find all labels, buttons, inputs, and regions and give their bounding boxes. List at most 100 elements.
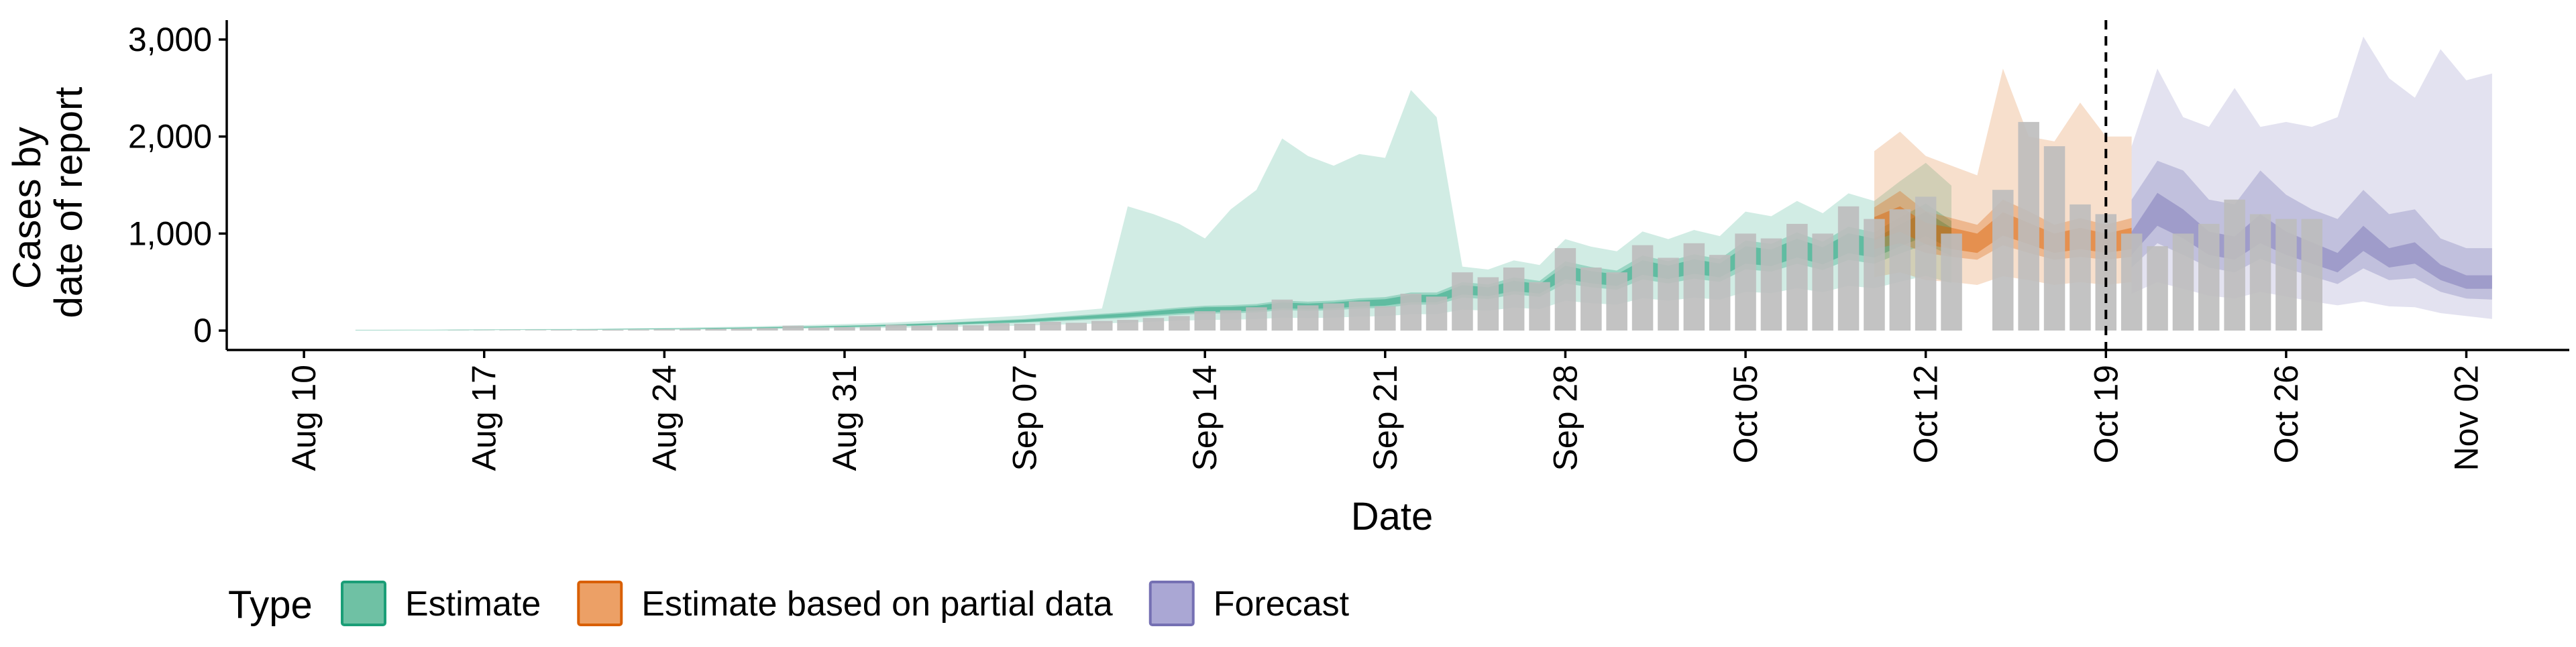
bar xyxy=(1503,268,1525,331)
y-tick-label: 3,000 xyxy=(128,21,212,58)
bar xyxy=(1864,219,1885,331)
bar xyxy=(1195,311,1216,331)
x-tick-label: Aug 17 xyxy=(466,365,503,471)
x-tick-label: Oct 12 xyxy=(1907,365,1945,463)
y-axis-title-line-2: date of report xyxy=(47,87,91,318)
bar xyxy=(1555,248,1576,331)
legend-label-2: Forecast xyxy=(1214,585,1350,624)
x-tick-label: Aug 31 xyxy=(826,365,863,471)
x-tick-label: Sep 07 xyxy=(1006,365,1044,471)
bar xyxy=(989,323,1010,331)
bar xyxy=(885,325,907,331)
bar xyxy=(937,325,959,331)
bar xyxy=(1812,233,1833,331)
x-tick-label: Oct 19 xyxy=(2087,365,2125,463)
bar xyxy=(757,328,778,331)
x-tick-label: Aug 24 xyxy=(645,365,683,471)
bar xyxy=(551,330,572,331)
bar xyxy=(1014,324,1036,331)
x-tick-label: Aug 10 xyxy=(285,365,323,471)
bar xyxy=(1323,304,1344,331)
bar xyxy=(577,330,598,331)
uncertainty-bands xyxy=(356,37,2492,331)
bar xyxy=(2198,224,2220,331)
bar xyxy=(525,330,547,331)
y-tick-label: 1,000 xyxy=(128,215,212,252)
bar xyxy=(1169,316,1190,331)
x-tick-label: Nov 02 xyxy=(2448,365,2485,471)
bar xyxy=(1401,294,1422,331)
bar xyxy=(602,330,624,331)
bar xyxy=(1040,322,1061,331)
legend-key-1 xyxy=(578,582,621,625)
bar xyxy=(1066,323,1087,331)
bar xyxy=(1426,296,1448,331)
bar xyxy=(1941,233,1962,331)
bar xyxy=(2250,214,2271,331)
legend-title: Type xyxy=(228,583,313,627)
bar xyxy=(2275,219,2297,331)
bar xyxy=(1478,278,1499,331)
bar xyxy=(1606,272,1627,331)
bar xyxy=(1580,268,1602,331)
bar xyxy=(1529,282,1550,331)
bar xyxy=(911,326,932,331)
bar xyxy=(1709,255,1731,331)
bar xyxy=(2121,233,2143,331)
y-tick-label: 2,000 xyxy=(128,118,212,156)
bar xyxy=(1297,305,1319,331)
x-axis-title: Date xyxy=(1351,495,1434,538)
bar xyxy=(808,328,830,331)
y-tick-label: 0 xyxy=(193,312,212,349)
y-axis-title-line-1: Cases by xyxy=(5,127,49,289)
bar xyxy=(2070,204,2091,331)
bar xyxy=(1143,318,1165,331)
bar xyxy=(731,329,753,331)
bar xyxy=(1375,306,1396,331)
bar xyxy=(860,327,881,331)
bar xyxy=(2302,219,2323,331)
bar xyxy=(1658,258,1679,331)
legend: Type Estimate Estimate based on partial d… xyxy=(228,582,1350,627)
x-tick-label: Oct 26 xyxy=(2267,365,2305,463)
bar xyxy=(2018,122,2039,331)
bar xyxy=(1117,320,1138,331)
y-axis-title: Cases by date of report xyxy=(5,87,91,318)
bar xyxy=(680,329,701,331)
x-tick-label: Sep 14 xyxy=(1186,365,1224,471)
bar xyxy=(783,326,804,331)
bar xyxy=(1992,190,2014,331)
bar xyxy=(1272,300,1293,331)
bar xyxy=(1915,196,1937,331)
legend-label-1: Estimate based on partial data xyxy=(641,585,1113,624)
bar xyxy=(1220,310,1242,331)
bar xyxy=(1452,272,1473,331)
bar xyxy=(705,329,727,331)
bar xyxy=(1684,243,1705,331)
bar xyxy=(2224,200,2245,331)
bar xyxy=(628,330,649,331)
bar xyxy=(1761,239,1782,331)
bar xyxy=(1890,209,1911,331)
bar xyxy=(834,327,855,331)
bar xyxy=(654,329,676,331)
bar xyxy=(1735,233,1756,331)
bar xyxy=(2044,146,2065,331)
bar xyxy=(1246,307,1267,331)
bar xyxy=(1091,321,1113,331)
bar xyxy=(2147,246,2168,331)
x-tick-label: Oct 05 xyxy=(1727,365,1764,463)
x-tick-label: Sep 28 xyxy=(1546,365,1584,471)
bar xyxy=(1838,207,1860,331)
bar xyxy=(963,325,984,331)
legend-key-0 xyxy=(342,582,385,625)
legend-key-2 xyxy=(1150,582,1193,625)
bar xyxy=(2173,233,2194,331)
x-tick-label: Sep 21 xyxy=(1366,365,1404,471)
legend-label-0: Estimate xyxy=(405,585,541,624)
bar xyxy=(1786,224,1808,331)
bar xyxy=(1349,302,1371,331)
bar xyxy=(1632,245,1654,331)
